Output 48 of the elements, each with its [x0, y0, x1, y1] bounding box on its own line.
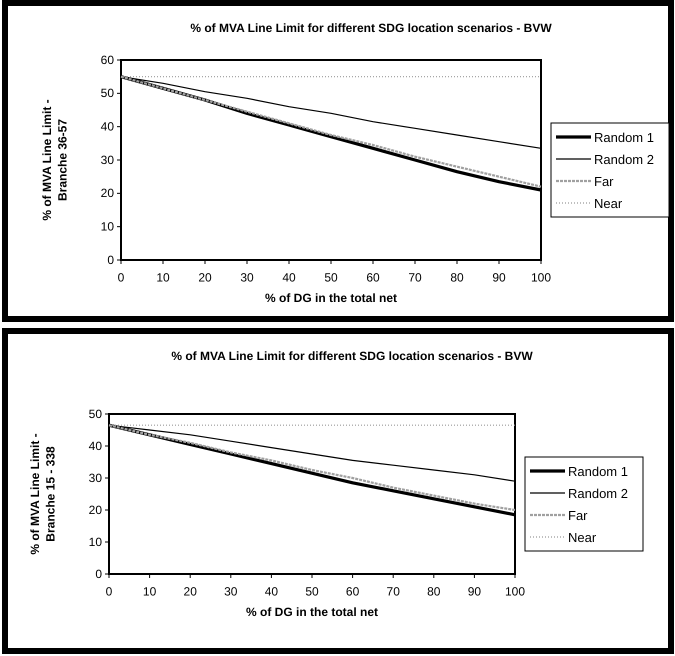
y-tick-label: 0	[107, 252, 114, 267]
x-tick-label: 80	[427, 584, 441, 598]
y-tick-label: 30	[88, 470, 102, 485]
x-axis-title: % of DG in the total net	[246, 605, 378, 619]
x-tick-label: 40	[264, 584, 278, 598]
y-tick-label: 0	[95, 566, 102, 581]
x-tick-label: 90	[492, 270, 506, 284]
y-tick-label: 10	[88, 534, 102, 549]
legend-label: Random 1	[568, 464, 628, 479]
x-tick-label: 80	[450, 270, 464, 284]
legend-label: Far	[594, 174, 614, 189]
legend-label: Far	[568, 508, 588, 523]
x-tick-label: 10	[142, 584, 157, 598]
y-tick-label: 20	[100, 186, 114, 200]
x-tick-label: 0	[118, 270, 125, 284]
x-tick-label: 10	[156, 270, 170, 284]
legend-label: Random 2	[568, 486, 628, 501]
y-tick-label: 40	[88, 438, 102, 453]
y-axis-title: % of MVA Line Limit - Branche 36-57	[40, 99, 70, 221]
x-tick-label: 90	[468, 584, 482, 598]
y-tick-label: 50	[88, 406, 102, 421]
x-axis-title: % of DG in the total net	[265, 291, 397, 305]
x-tick-label: 70	[386, 584, 400, 598]
x-tick-label: 20	[184, 584, 198, 598]
x-tick-label: 40	[282, 270, 296, 284]
chart-title: % of MVA Line Limit for different SDG location scenarios - BVW	[171, 349, 534, 363]
legend-label: Near	[594, 196, 623, 211]
y-tick-label: 30	[100, 152, 114, 167]
y-tick-label: 50	[100, 86, 114, 100]
y-tick-label: 60	[100, 52, 114, 67]
y-axis-title: % of MVA Line Limit - Branche 15 - 338	[28, 433, 58, 555]
x-tick-label: 60	[346, 584, 360, 598]
x-tick-label: 30	[240, 270, 254, 284]
legend-label: Near	[568, 530, 597, 545]
x-tick-label: 100	[504, 584, 526, 598]
x-tick-label: 100	[530, 270, 552, 284]
x-tick-label: 50	[324, 270, 338, 284]
x-tick-label: 50	[305, 584, 319, 598]
x-tick-label: 30	[224, 584, 238, 598]
chart-title: % of MVA Line Limit for different SDG location scenarios - BVW	[190, 21, 552, 35]
y-tick-label: 10	[100, 220, 114, 234]
x-tick-label: 20	[198, 270, 212, 284]
legend-label: Random 1	[594, 130, 654, 145]
y-tick-label: 20	[88, 502, 102, 517]
x-tick-label: 70	[408, 270, 422, 284]
y-tick-label: 40	[100, 120, 114, 134]
x-tick-label: 60	[366, 270, 380, 284]
legend-label: Random 2	[594, 152, 654, 167]
